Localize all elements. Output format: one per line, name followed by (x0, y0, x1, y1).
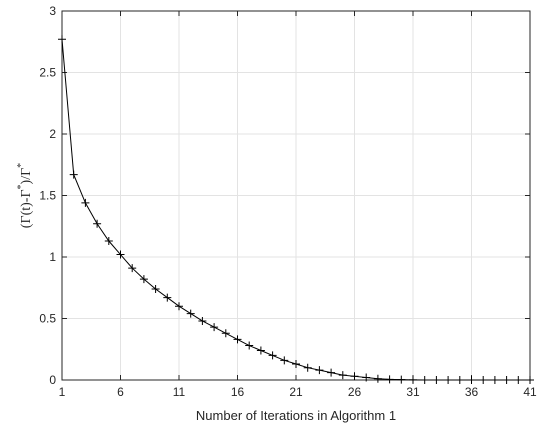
data-point-marker (210, 323, 219, 332)
data-point-marker (490, 376, 499, 384)
data-point-marker (175, 302, 183, 311)
x-tick-label: 26 (348, 385, 362, 399)
data-point-marker (526, 376, 534, 384)
y-tick-label: 2 (49, 127, 56, 141)
x-tick-label: 16 (231, 385, 245, 399)
data-point-marker (444, 376, 453, 384)
data-point-marker (186, 309, 195, 318)
data-point-marker (58, 35, 66, 44)
y-tick-label: 1 (49, 250, 56, 264)
y-tick-label: 0 (49, 373, 56, 387)
data-point-marker (233, 335, 242, 344)
y-tick-label: 1.5 (39, 189, 56, 203)
y-axis-label-sup1: * (16, 184, 27, 189)
data-point-marker (69, 170, 78, 179)
data-point-marker (479, 376, 488, 384)
data-point-marker (303, 363, 312, 372)
data-point-marker (514, 376, 523, 384)
x-tick-label: 1 (59, 385, 66, 399)
data-point-marker (163, 293, 172, 302)
grid (61, 10, 531, 381)
x-axis-label: Number of Iterations in Algorithm 1 (196, 408, 396, 423)
y-axis-label-sup2: * (16, 163, 27, 168)
x-tick-label: 41 (523, 385, 537, 399)
data-point-marker (221, 329, 230, 338)
x-tick-label: 11 (173, 385, 186, 399)
data-point-marker (245, 341, 254, 350)
data-point-marker (268, 351, 277, 360)
tick-marks (61, 10, 531, 381)
x-tick-label: 36 (465, 385, 479, 399)
x-tick-labels: 1 6 11 16 21 26 31 36 41 (59, 385, 537, 399)
data-point-marker (385, 375, 394, 384)
y-tick-label: 0.5 (39, 312, 56, 326)
y-tick-label: 2.5 (39, 66, 56, 80)
data-point-marker (280, 356, 289, 365)
data-point-marker (409, 375, 417, 384)
data-point-marker (350, 372, 359, 381)
y-axis-label-main: (Γ(t)-Γ (19, 189, 34, 228)
data-point-marker (81, 198, 90, 207)
data-point-marker (362, 373, 371, 382)
data-point-marker (327, 368, 336, 377)
data-point-marker (93, 219, 102, 228)
y-tick-labels: 0 0.5 1 1.5 2 2.5 3 (39, 4, 56, 387)
data-point-marker (467, 376, 476, 384)
data-point-marker (128, 264, 137, 273)
y-axis-label-mid: )/Γ (19, 168, 34, 185)
data-point-marker (116, 250, 125, 259)
data-point-marker (104, 237, 113, 246)
data-point-marker (338, 371, 347, 380)
y-tick-label: 3 (49, 4, 56, 18)
data-point-marker (455, 376, 464, 384)
data-point-marker (256, 346, 265, 355)
x-tick-label: 6 (117, 385, 124, 399)
data-point-marker (151, 284, 160, 293)
x-tick-label: 31 (406, 385, 420, 399)
data-point-marker (292, 360, 300, 369)
data-point-marker (397, 375, 406, 384)
data-point-marker (139, 275, 148, 284)
x-tick-label: 21 (289, 385, 303, 399)
data-point-marker (432, 376, 441, 384)
data-point-marker (373, 374, 382, 383)
y-axis-label: (Γ(t)-Γ*)/Γ* (16, 163, 34, 228)
data-point-marker (420, 376, 429, 384)
data-point-marker (502, 376, 511, 384)
series-markers (58, 35, 534, 384)
data-point-marker (198, 316, 207, 325)
data-point-marker (315, 366, 324, 375)
